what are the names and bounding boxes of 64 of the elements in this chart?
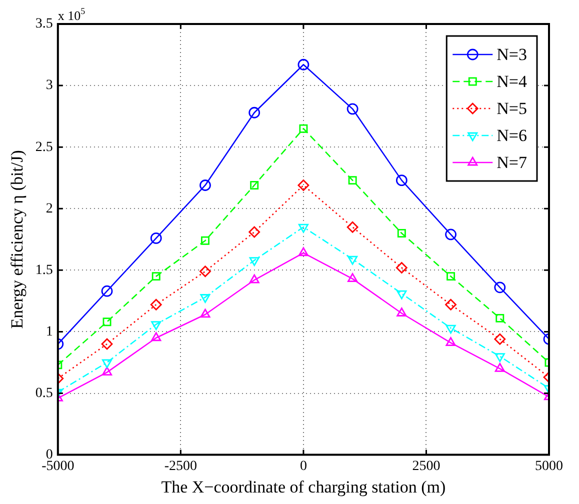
x-axis-title: The X−coordinate of charging station (m) — [161, 477, 446, 496]
y-axis-title: Energy efficiency η (bit/J) — [8, 150, 27, 329]
point — [299, 124, 308, 133]
legend-label: N=5 — [496, 98, 528, 118]
x-tick-label: -2500 — [164, 458, 198, 474]
point — [298, 247, 308, 256]
point — [396, 290, 407, 300]
point — [249, 257, 260, 266]
legend-label: N=4 — [496, 72, 528, 91]
point — [445, 228, 456, 240]
point — [494, 333, 506, 345]
point — [445, 298, 456, 310]
point — [101, 338, 113, 350]
point — [150, 232, 162, 244]
point — [200, 294, 210, 303]
point — [494, 362, 505, 372]
y-tick-label: 1.5 — [35, 262, 53, 278]
point — [346, 103, 358, 115]
point — [152, 272, 160, 281]
point — [249, 274, 260, 284]
point — [200, 308, 210, 318]
point — [396, 174, 408, 186]
point — [397, 229, 406, 238]
y-tick-label: 3.5 — [35, 16, 53, 32]
x-tick-label: 2500 — [412, 458, 440, 474]
point — [396, 308, 407, 316]
point — [101, 285, 113, 297]
point — [298, 58, 310, 70]
point — [446, 337, 456, 346]
y-tick-label: 3 — [46, 78, 53, 94]
point — [348, 256, 358, 265]
point — [248, 106, 260, 118]
point — [200, 236, 210, 245]
y-tick-label: 2.5 — [35, 140, 53, 155]
point — [348, 273, 358, 282]
point — [494, 282, 506, 294]
point — [446, 272, 456, 281]
x-tick-label: 0 — [300, 458, 307, 474]
point — [102, 318, 112, 326]
point — [150, 298, 162, 310]
point — [151, 321, 162, 330]
point — [200, 266, 211, 278]
legend-label: N=3 — [496, 44, 528, 64]
point — [102, 359, 112, 368]
x-tick-label: -5000 — [42, 458, 74, 474]
legend-label: N=7 — [496, 152, 528, 172]
point — [250, 181, 259, 190]
point — [348, 176, 357, 185]
legend-label: N=6 — [496, 126, 528, 145]
point — [248, 226, 260, 238]
point — [102, 366, 112, 376]
point — [346, 221, 358, 233]
y-tick-label: 0.5 — [35, 386, 53, 401]
point — [446, 324, 456, 334]
point — [298, 180, 310, 191]
y-tick-label: 1 — [46, 324, 53, 340]
y-tick-label: 2 — [46, 201, 53, 216]
point — [151, 332, 162, 342]
point — [200, 180, 211, 191]
point — [396, 262, 408, 274]
point — [494, 353, 505, 362]
x-tick-label: 5000 — [535, 458, 563, 474]
point — [496, 314, 504, 322]
point — [298, 224, 308, 233]
